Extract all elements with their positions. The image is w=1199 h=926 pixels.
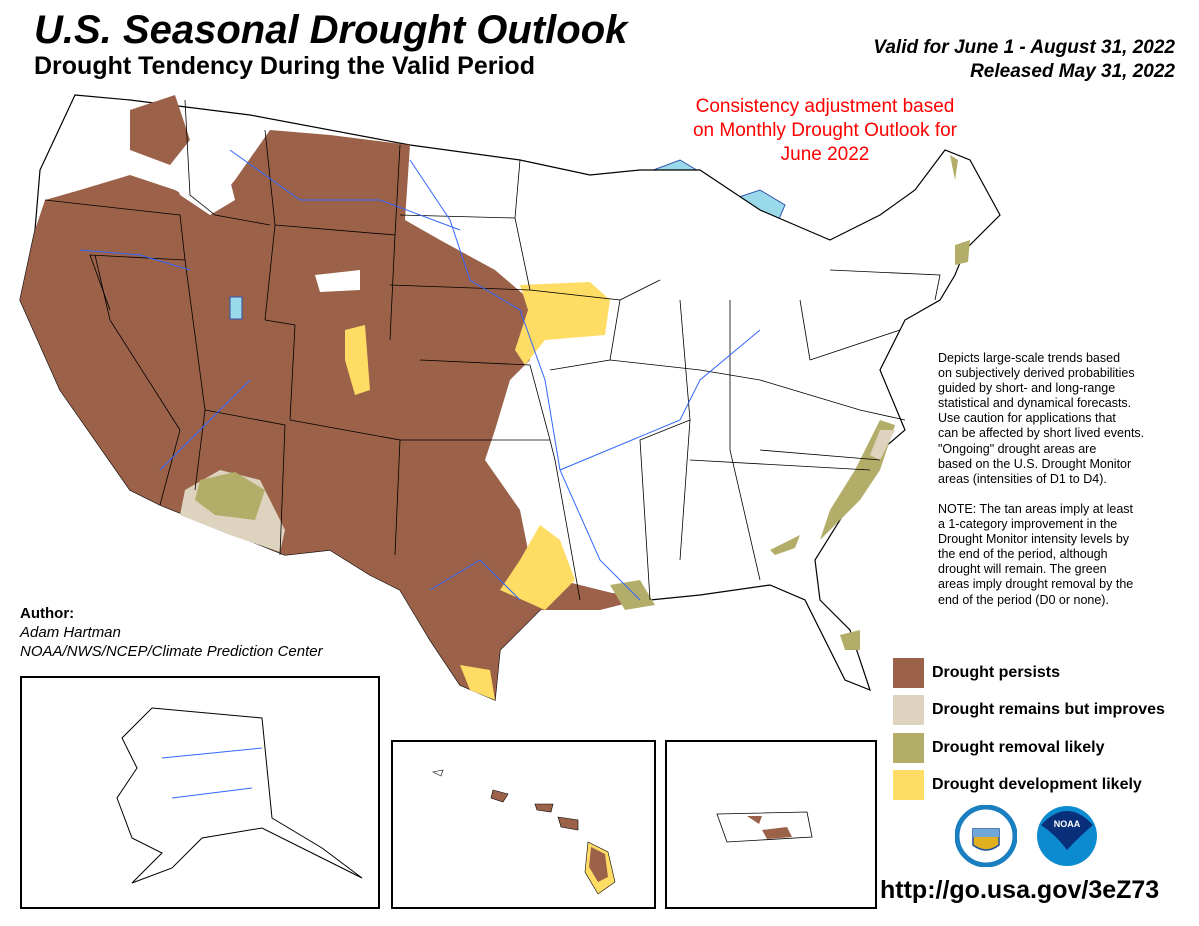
page-subtitle: Drought Tendency During the Valid Period xyxy=(34,52,535,80)
legend-label: Drought persists xyxy=(932,664,1061,681)
valid-period: Valid for June 1 - August 31, 2022 Relea… xyxy=(873,36,1175,84)
noaa-logo: NOAA xyxy=(1037,806,1097,866)
legend-item-removal: Drought removal likely xyxy=(893,733,1105,763)
release-date: Released May 31, 2022 xyxy=(970,61,1175,82)
outlook-url-link[interactable]: http://go.usa.gov/3eZ73 xyxy=(880,876,1160,904)
description-text: Depicts large-scale trends based on subj… xyxy=(938,351,1145,607)
legend-item-improves: Drought remains but improves xyxy=(893,695,1165,725)
state-boundaries xyxy=(44,99,941,601)
legend-label: Drought development likely xyxy=(932,776,1142,793)
page-title: U.S. Seasonal Drought Outlook xyxy=(34,8,628,52)
drought-development-texas xyxy=(500,525,575,610)
drought-removal-louisiana xyxy=(610,580,655,610)
drought-development-midwest xyxy=(515,282,610,365)
rivers xyxy=(79,149,761,601)
legend-swatch xyxy=(893,695,924,725)
doc-seal-logo xyxy=(955,805,1017,867)
legend-swatch xyxy=(893,733,924,763)
valid-dates: Valid for June 1 - August 31, 2022 xyxy=(873,37,1175,58)
drought-removal-georgia xyxy=(770,535,800,555)
drought-removal-arizona xyxy=(195,472,265,520)
legend-item-development: Drought development likely xyxy=(893,770,1142,800)
puerto-rico-inset xyxy=(665,740,877,909)
alaska-inset xyxy=(20,676,380,909)
legend-label: Drought remains but improves xyxy=(932,701,1165,718)
drought-persists-west xyxy=(20,130,640,700)
drought-development-colorado xyxy=(345,325,370,395)
author-name: Adam Hartman xyxy=(20,624,121,641)
consistency-annotation: Consistency adjustment based on Monthly … xyxy=(692,96,958,165)
drought-removal-maine xyxy=(950,155,970,265)
author-heading: Author: xyxy=(20,605,75,622)
alaska-map xyxy=(116,707,363,884)
drought-free-wyoming xyxy=(315,270,360,292)
drought-free-area xyxy=(170,165,235,215)
legend-label: Drought removal likely xyxy=(932,739,1105,756)
hawaii-map xyxy=(432,769,616,895)
legend-swatch xyxy=(893,658,924,688)
drought-improves-nc xyxy=(870,430,895,460)
legend-item-persists: Drought persists xyxy=(893,658,1060,688)
drought-development-south-texas xyxy=(460,665,495,700)
puerto-rico-map xyxy=(716,811,813,843)
svg-text:NOAA: NOAA xyxy=(1054,819,1081,829)
hawaii-inset xyxy=(391,740,656,909)
drought-removal-florida xyxy=(840,630,860,650)
drought-persists-north-idaho xyxy=(130,95,190,165)
author-block: Author: Adam Hartman NOAA/NWS/NCEP/Clima… xyxy=(20,604,323,661)
legend-swatch xyxy=(893,770,924,800)
great-salt-lake xyxy=(229,296,243,320)
author-org: NOAA/NWS/NCEP/Climate Prediction Center xyxy=(20,643,323,660)
